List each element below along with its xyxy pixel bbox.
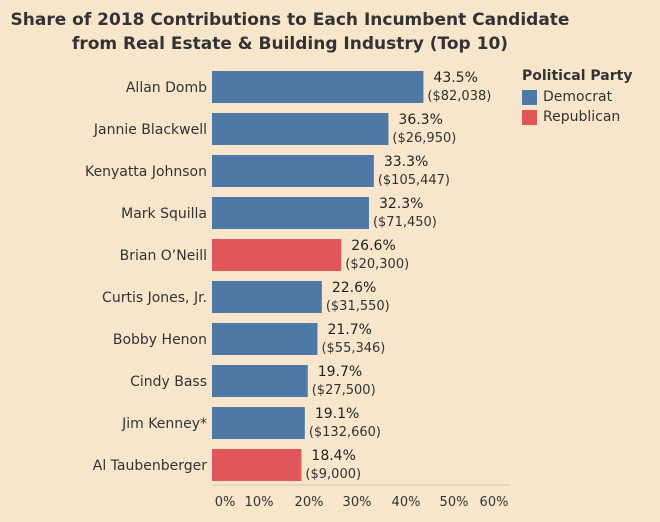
bar-0 [212,71,424,103]
amount-label-9: ($9,000) [305,467,361,482]
category-label-2: Kenyatta Johnson [85,164,207,180]
category-label-0: Allan Domb [126,80,207,96]
chart-title-line-1: Share of 2018 Contributions to Each Incu… [10,10,570,30]
value-label-0: 43.5% [433,70,477,86]
x-tick-label-0: 0% [215,495,236,510]
x-tick-label-5: 50% [440,495,469,510]
amount-label-7: ($27,500) [312,383,376,398]
legend-label-republican: Republican [543,109,621,125]
bar-7 [212,365,308,397]
amount-label-1: ($26,950) [392,131,456,146]
value-label-9: 18.4% [311,448,355,464]
value-label-4: 26.6% [351,238,395,254]
legend-swatch-republican [522,109,537,125]
chart-title: Share of 2018 Contributions to Each Incu… [0,8,580,56]
amount-label-3: ($71,450) [373,215,437,230]
category-label-1: Jannie Blackwell [93,122,207,138]
category-label-3: Mark Squilla [121,206,207,222]
chart-title-line-2: from Real Estate & Building Industry (To… [71,34,509,54]
category-label-6: Bobby Henon [113,332,207,348]
x-tick-label-6: 60% [480,495,509,510]
value-label-2: 33.3% [384,154,428,170]
category-label-7: Cindy Bass [130,374,207,390]
category-label-4: Brian O’Neill [120,248,207,264]
bar-9 [212,449,302,481]
bar-1 [212,113,389,145]
amount-label-5: ($31,550) [326,299,390,314]
bar-2 [212,155,374,187]
legend-item-republican: Republican [522,107,632,127]
x-tick-label-1: 10% [245,495,274,510]
amount-label-0: ($82,038) [427,89,491,104]
bar-8 [212,407,305,439]
legend-swatch-democrat [522,89,537,105]
value-label-3: 32.3% [379,196,423,212]
legend: Political Party Democrat Republican [522,68,632,127]
value-label-5: 22.6% [332,280,376,296]
bar-3 [212,197,369,229]
amount-label-6: ($55,346) [321,341,385,356]
legend-label-democrat: Democrat [543,89,613,105]
bar-4 [212,239,342,271]
value-label-8: 19.1% [315,406,359,422]
x-tick-label-3: 30% [343,495,372,510]
value-label-7: 19.7% [318,364,362,380]
bar-6 [212,323,318,355]
value-label-1: 36.3% [398,112,442,128]
amount-label-8: ($132,660) [309,425,381,440]
category-label-8: Jim Kenney* [121,416,207,432]
category-label-5: Curtis Jones, Jr. [102,290,207,306]
legend-item-democrat: Democrat [522,87,632,107]
x-tick-label-4: 40% [392,495,421,510]
value-label-6: 21.7% [327,322,371,338]
amount-label-2: ($105,447) [378,173,450,188]
bar-5 [212,281,322,313]
category-label-9: Al Taubenberger [93,458,207,474]
amount-label-4: ($20,300) [345,257,409,272]
legend-title: Political Party [522,68,633,84]
x-tick-label-2: 20% [295,495,324,510]
